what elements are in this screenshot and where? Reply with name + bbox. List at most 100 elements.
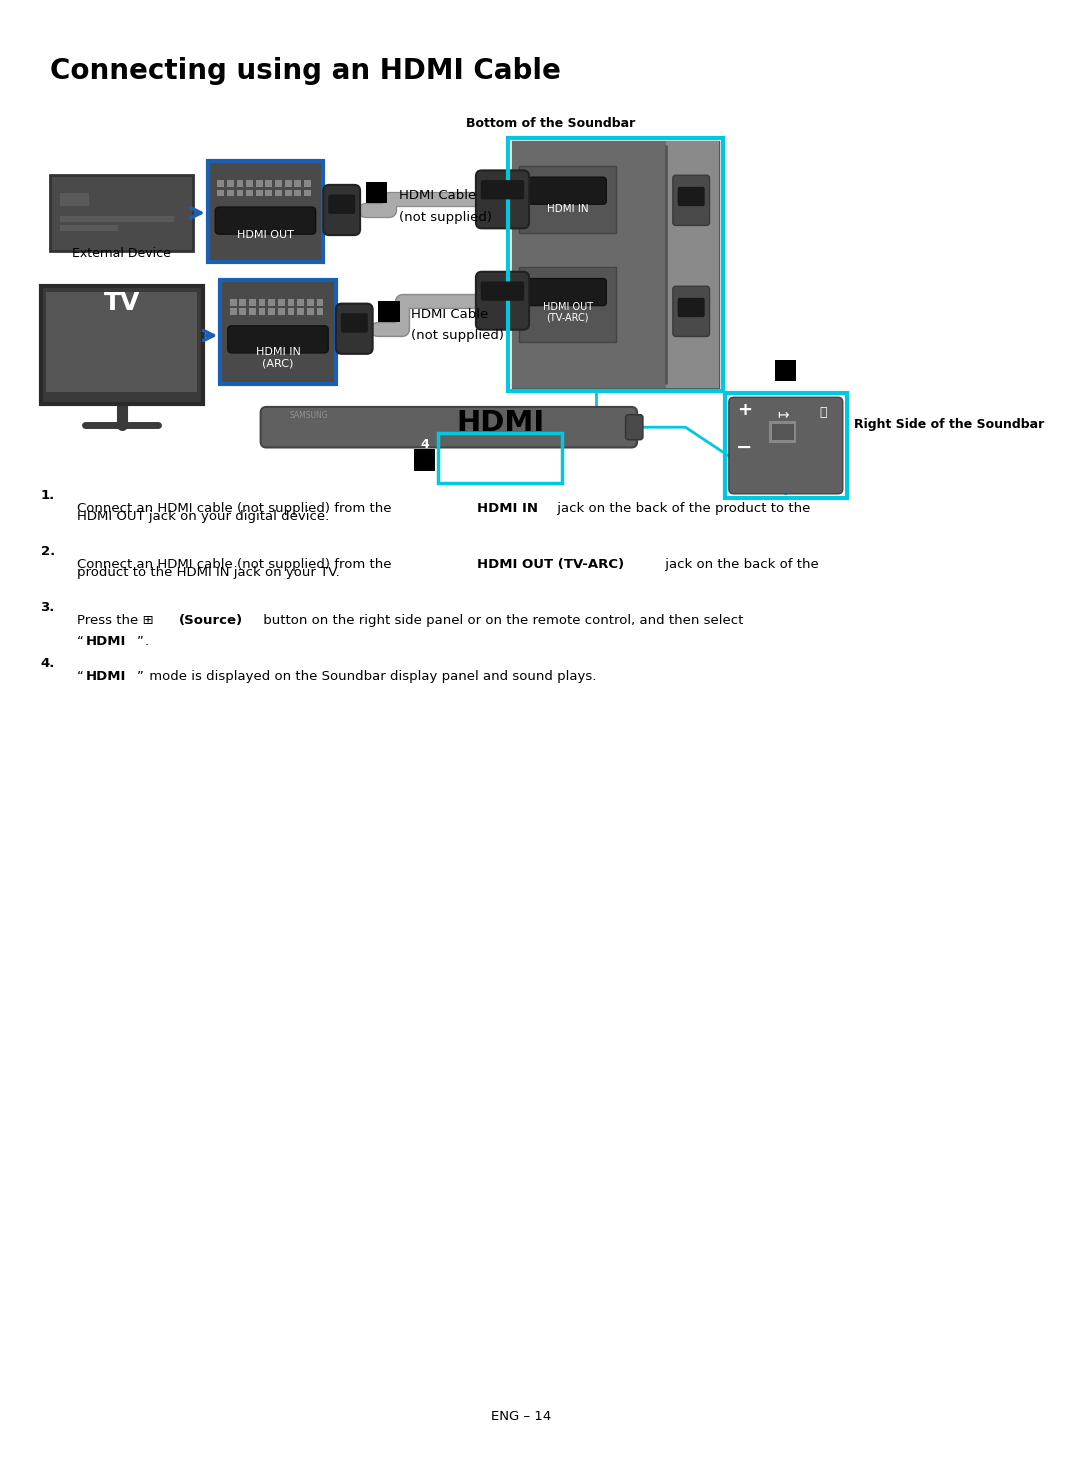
FancyBboxPatch shape [476, 272, 529, 330]
Bar [59, 216, 174, 222]
FancyBboxPatch shape [677, 186, 705, 206]
Bar [266, 189, 272, 197]
Text: ”: ” [136, 634, 144, 648]
Text: +: + [737, 401, 752, 419]
FancyBboxPatch shape [729, 398, 842, 494]
FancyBboxPatch shape [481, 180, 524, 200]
Bar [414, 450, 435, 470]
Bar [775, 359, 796, 382]
Text: 4: 4 [420, 438, 429, 451]
Text: (not supplied): (not supplied) [399, 210, 491, 223]
Bar [249, 299, 256, 306]
Text: ”: ” [136, 670, 144, 682]
Text: “: “ [78, 634, 84, 648]
Bar [246, 180, 253, 186]
Text: (TV-ARC): (TV-ARC) [546, 314, 589, 322]
Bar [240, 299, 246, 306]
Bar [59, 225, 118, 231]
Bar [305, 180, 311, 186]
Bar [41, 287, 203, 404]
Text: ENG – 14: ENG – 14 [491, 1411, 552, 1423]
Bar [512, 142, 719, 387]
Bar [519, 266, 616, 342]
FancyBboxPatch shape [529, 177, 606, 204]
Text: mode is displayed on the Soundbar display panel and sound plays.: mode is displayed on the Soundbar displa… [145, 670, 596, 682]
Text: button on the right side panel or on the remote control, and then select: button on the right side panel or on the… [259, 614, 743, 627]
Text: HDMI OUT: HDMI OUT [237, 229, 294, 240]
Text: Connect an HDMI cable (not supplied) from the: Connect an HDMI cable (not supplied) fro… [78, 501, 396, 515]
Bar [275, 180, 282, 186]
Text: ⏻: ⏻ [820, 405, 827, 419]
Bar [237, 189, 243, 197]
Bar [230, 299, 237, 306]
Text: Bottom of the Soundbar: Bottom of the Soundbar [465, 117, 635, 130]
Bar [237, 180, 243, 186]
Text: Right Side of the Soundbar: Right Side of the Soundbar [854, 419, 1044, 430]
Bar [285, 180, 292, 186]
Text: 4.: 4. [41, 657, 55, 670]
Bar [256, 189, 262, 197]
Bar [366, 182, 387, 203]
FancyBboxPatch shape [529, 278, 606, 306]
Bar [295, 189, 301, 197]
Bar [769, 422, 796, 442]
FancyBboxPatch shape [677, 297, 705, 317]
Text: 3: 3 [782, 349, 791, 361]
Bar [519, 166, 616, 234]
FancyBboxPatch shape [476, 170, 529, 228]
Bar [297, 299, 305, 306]
Bar [268, 299, 275, 306]
Text: HDMI Cable: HDMI Cable [399, 189, 476, 203]
Text: “: “ [78, 670, 84, 682]
Bar [438, 433, 562, 484]
Text: HDMI IN: HDMI IN [477, 501, 538, 515]
Text: −: − [737, 438, 753, 457]
FancyBboxPatch shape [323, 185, 360, 235]
FancyBboxPatch shape [673, 287, 710, 336]
Text: HDMI Cable: HDMI Cable [411, 308, 488, 321]
Text: Press the ⊞: Press the ⊞ [78, 614, 158, 627]
Bar [227, 189, 233, 197]
Text: HDMI OUT (TV-ARC): HDMI OUT (TV-ARC) [477, 558, 624, 571]
Text: 2.: 2. [41, 544, 55, 558]
Bar [207, 161, 323, 262]
Bar [725, 393, 847, 497]
Bar [305, 189, 311, 197]
Bar [275, 189, 282, 197]
Text: 2: 2 [384, 290, 393, 303]
Text: TV: TV [104, 291, 139, 315]
Bar [297, 309, 305, 315]
Bar [307, 309, 314, 315]
Bar [249, 309, 256, 315]
Text: External Device: External Device [72, 247, 171, 260]
Bar [256, 180, 262, 186]
Text: 1.: 1. [41, 488, 55, 501]
Text: HDMI: HDMI [85, 670, 126, 682]
Text: HDMI: HDMI [85, 634, 126, 648]
Bar [287, 299, 295, 306]
FancyBboxPatch shape [481, 281, 524, 300]
Text: (Source): (Source) [178, 614, 243, 627]
Text: SAMSUNG: SAMSUNG [289, 411, 328, 420]
Bar [278, 309, 285, 315]
Bar [285, 189, 292, 197]
Text: jack on the back of the: jack on the back of the [661, 558, 819, 571]
Text: HDMI IN: HDMI IN [256, 346, 300, 356]
Text: HDMI IN: HDMI IN [546, 204, 589, 214]
Bar [278, 299, 285, 306]
Bar [217, 189, 224, 197]
Text: Connecting using an HDMI Cable: Connecting using an HDMI Cable [50, 58, 562, 86]
Text: .: . [145, 634, 149, 648]
Bar [59, 192, 89, 206]
Bar [220, 280, 336, 383]
Text: (not supplied): (not supplied) [411, 330, 504, 342]
Bar [266, 180, 272, 186]
Bar [50, 175, 193, 250]
Bar [227, 180, 233, 186]
Bar [666, 142, 719, 387]
Bar [217, 180, 224, 186]
Bar [230, 309, 237, 315]
Bar [772, 424, 794, 439]
Text: product to the HDMI IN jack on your TV.: product to the HDMI IN jack on your TV. [78, 566, 340, 578]
Bar [316, 309, 323, 315]
